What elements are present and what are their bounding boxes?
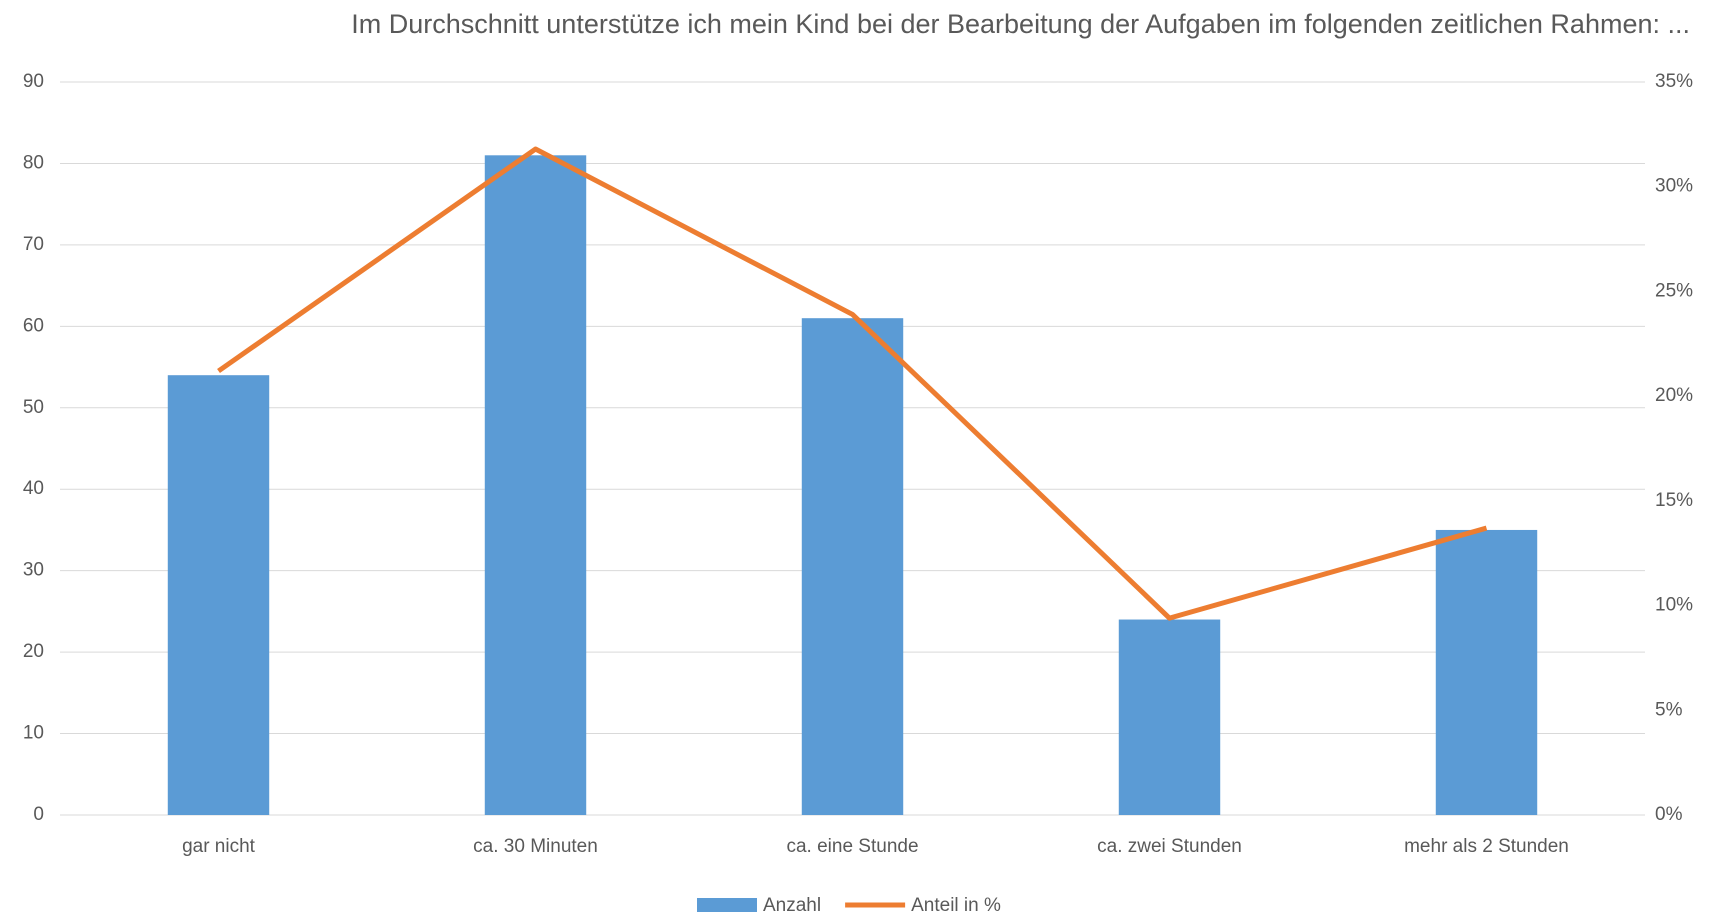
bar bbox=[801, 318, 904, 815]
y2-tick-label: 20% bbox=[1655, 385, 1693, 406]
y-tick-label: 80 bbox=[23, 152, 44, 173]
y2-tick-label: 5% bbox=[1655, 699, 1683, 720]
bar bbox=[1118, 619, 1221, 815]
legend-label: Anzahl bbox=[763, 895, 821, 916]
y-tick-label: 70 bbox=[23, 234, 44, 255]
y2-tick-label: 25% bbox=[1655, 280, 1693, 301]
x-tick-label: gar nicht bbox=[182, 836, 256, 857]
y-tick-label: 90 bbox=[23, 71, 44, 92]
legend-label: Anteil in % bbox=[911, 895, 1001, 916]
y2-tick-label: 15% bbox=[1655, 490, 1693, 511]
y2-tick-label: 10% bbox=[1655, 595, 1693, 616]
y-tick-label: 40 bbox=[23, 478, 44, 499]
legend-swatch bbox=[697, 898, 757, 912]
x-tick-label: ca. 30 Minuten bbox=[473, 836, 598, 857]
bar bbox=[484, 155, 587, 816]
bar bbox=[167, 375, 270, 815]
y-tick-label: 0 bbox=[33, 804, 44, 825]
chart-title: Im Durchschnitt unterstütze ich mein Kin… bbox=[351, 9, 1690, 39]
bar bbox=[1435, 529, 1538, 815]
y-tick-label: 10 bbox=[23, 723, 44, 744]
line bbox=[217, 146, 1488, 621]
y-tick-label: 20 bbox=[23, 641, 44, 662]
y-tick-label: 30 bbox=[23, 560, 44, 581]
y-tick-label: 50 bbox=[23, 397, 44, 418]
x-tick-label: mehr als 2 Stunden bbox=[1404, 836, 1569, 857]
y2-tick-label: 0% bbox=[1655, 804, 1683, 825]
x-tick-label: ca. zwei Stunden bbox=[1097, 836, 1242, 857]
y2-tick-label: 35% bbox=[1655, 71, 1693, 92]
y-tick-label: 60 bbox=[23, 315, 44, 336]
y2-tick-label: 30% bbox=[1655, 176, 1693, 197]
x-tick-label: ca. eine Stunde bbox=[786, 836, 918, 857]
